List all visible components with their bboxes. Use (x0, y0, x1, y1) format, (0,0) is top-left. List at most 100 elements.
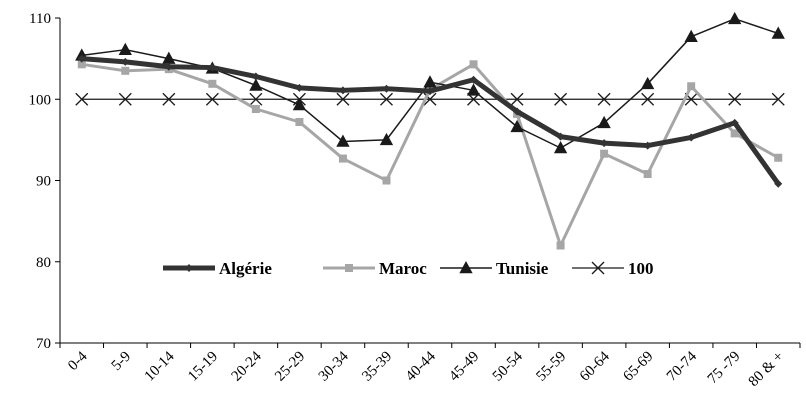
data-point (687, 82, 696, 91)
x-tick-label: 80 & + (746, 349, 787, 390)
data-point (162, 92, 176, 106)
data-point (553, 141, 568, 154)
x-tick-label: 65-69 (620, 349, 656, 385)
series-reference-100 (75, 92, 785, 106)
data-point (554, 92, 568, 106)
data-point (728, 11, 742, 25)
legend-entry: Algérie (163, 259, 272, 278)
data-point (379, 132, 394, 146)
data-point (382, 84, 391, 93)
legend-label: Maroc (379, 259, 427, 278)
data-point (600, 139, 609, 148)
legend-marker (345, 264, 353, 272)
x-tick-label: 10-14 (142, 348, 178, 384)
y-tick-label: 100 (29, 92, 52, 108)
series-layer (75, 11, 785, 250)
data-point (251, 72, 260, 81)
x-tick-label: 75 -79 (705, 349, 744, 388)
legend-entry: Maroc (323, 259, 427, 278)
data-point (118, 42, 132, 55)
legend-label: Algérie (219, 259, 272, 278)
data-point (118, 92, 132, 106)
data-point (643, 170, 652, 178)
data-point (556, 132, 565, 141)
data-point (121, 57, 130, 66)
data-point (164, 62, 173, 71)
data-point (295, 118, 304, 126)
x-tick-label: 50-54 (490, 348, 526, 384)
data-point (249, 78, 263, 91)
data-point (423, 75, 437, 88)
data-point (77, 60, 86, 69)
data-point (640, 76, 655, 90)
data-point (336, 92, 350, 106)
data-point (162, 51, 176, 64)
data-point (75, 92, 89, 106)
data-point (510, 119, 524, 133)
data-point (205, 92, 219, 106)
data-point (466, 83, 481, 96)
data-point (292, 97, 307, 111)
data-point (121, 66, 130, 75)
y-tick-label: 80 (36, 255, 51, 271)
data-point (510, 92, 524, 106)
data-point (208, 63, 217, 72)
x-tick-label: 5-9 (109, 349, 134, 374)
data-point (556, 241, 565, 250)
data-point (597, 115, 611, 129)
data-point (380, 92, 393, 106)
legend-label: 100 (628, 259, 654, 278)
data-point (469, 75, 478, 84)
data-point (469, 60, 478, 69)
data-point (597, 92, 611, 106)
data-point (774, 179, 783, 188)
data-point (643, 141, 652, 150)
legend: Algérie Maroc Tunisie 100 (163, 259, 654, 278)
y-tick-label: 70 (36, 336, 51, 352)
legend-marker (459, 261, 473, 274)
legend-marker (591, 261, 605, 275)
y-tick-label: 90 (36, 174, 51, 190)
data-point (338, 154, 347, 163)
data-point (600, 149, 609, 158)
x-tick-label: 45-49 (446, 349, 482, 385)
data-point (249, 92, 263, 106)
data-point (641, 92, 655, 106)
data-point (338, 86, 347, 95)
data-point (774, 153, 783, 162)
data-point (382, 176, 391, 185)
x-tick-label: 55-59 (533, 349, 569, 385)
x-tick-label: 15-19 (185, 349, 221, 385)
legend-entry: Tunisie (440, 259, 549, 278)
data-point (687, 133, 696, 142)
data-point (771, 92, 785, 106)
x-tick-label: 60-64 (577, 348, 613, 384)
x-tick-label: 20-24 (229, 348, 265, 384)
data-point (336, 134, 350, 147)
data-point (295, 83, 304, 92)
data-point (77, 54, 86, 63)
x-tick-label: 25-29 (272, 349, 308, 385)
data-point (730, 118, 739, 127)
data-point (771, 26, 785, 39)
axes: 70 80 90 100 110 0-4 5-9 10-14 15-19 20-24 25-29 30… (29, 11, 801, 390)
data-point (728, 92, 742, 106)
legend-label: Tunisie (496, 259, 549, 278)
x-tick-label: 30-34 (316, 348, 352, 384)
data-point (730, 129, 739, 138)
series-algrie (77, 54, 783, 188)
data-point (251, 105, 260, 113)
x-tick-label: 0-4 (65, 348, 91, 374)
legend-marker (185, 264, 193, 272)
x-tick-label: 35-39 (359, 349, 395, 385)
data-point (513, 107, 522, 116)
data-point (684, 29, 698, 42)
data-point (426, 87, 434, 96)
y-tick-label: 110 (29, 11, 51, 27)
data-point (208, 79, 217, 88)
legend-entry: 100 (572, 259, 654, 278)
x-tick-label: 70-74 (664, 348, 700, 384)
x-tick-label: 40-44 (403, 348, 439, 384)
series-tunisie (75, 11, 785, 154)
